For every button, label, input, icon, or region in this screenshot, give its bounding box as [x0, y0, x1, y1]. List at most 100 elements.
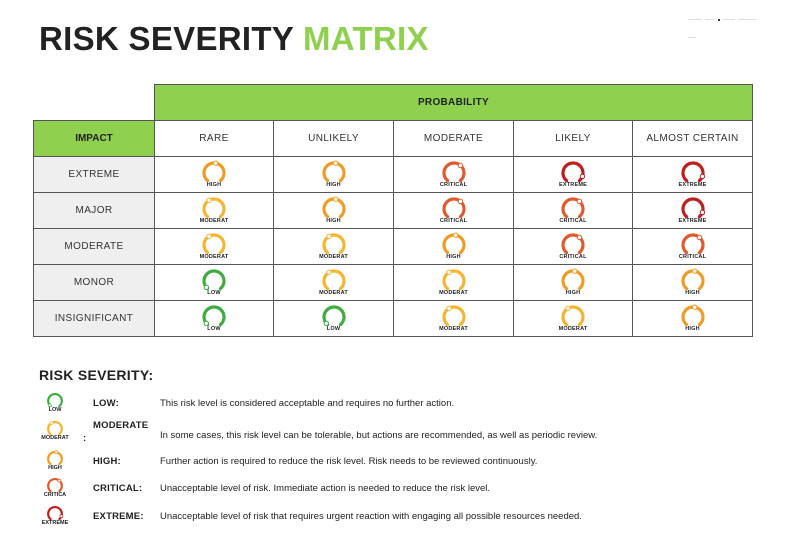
- cell-risk-label: MODERAT: [439, 290, 468, 296]
- column-header-almost-certain: ALMOST CERTAIN: [632, 120, 753, 157]
- title-accent: MATRIX: [303, 20, 429, 57]
- cell-risk-label: MODERAT: [558, 326, 588, 332]
- legend-icon-wrap: EXTREME: [38, 505, 72, 526]
- cell-risk-label: LOW: [207, 326, 221, 332]
- corner-blank: [34, 85, 155, 121]
- legend-level-name: CRITICAL:: [93, 483, 143, 494]
- gauge-critical-icon: [441, 197, 466, 218]
- matrix-cell: LOW: [273, 300, 394, 337]
- risk-matrix-table: PROBABILITY IMPACT RARE UNLIKELY MODERAT…: [33, 84, 753, 337]
- legend-item-moderate: MODERAT MODERATE: In some cases, this risk…: [38, 420, 778, 448]
- legend-level-name: EXTREME:: [93, 511, 144, 522]
- legend-item-low: LOW LOW: This risk level is considered acc…: [38, 392, 778, 420]
- legend-description: This risk level is considered acceptable…: [160, 398, 455, 409]
- impact-header: IMPACT: [33, 120, 155, 157]
- matrix-cell: MODERAT: [393, 264, 514, 301]
- cell-risk-label: MODERAT: [319, 254, 348, 260]
- matrix-cell: CRITICAL: [632, 228, 753, 265]
- cell-risk-label: CRITICAL: [439, 218, 468, 224]
- gauge-high-icon: [680, 268, 705, 290]
- matrix-cell: EXTREME: [513, 156, 633, 193]
- gauge-low-icon: [321, 305, 346, 326]
- matrix-cell: MODERAT: [154, 192, 274, 229]
- cell-risk-label: HIGH: [685, 326, 700, 332]
- page-title: RISK SEVERITY MATRIX: [39, 20, 429, 58]
- column-header-rare: RARE: [154, 120, 274, 157]
- legend-level-name: HIGH:: [93, 456, 121, 467]
- gauge-high-icon: [561, 268, 585, 290]
- legend-description: In some cases, this risk level can be to…: [160, 430, 598, 441]
- cell-risk-label: HIGH: [206, 182, 222, 188]
- cell-risk-label: HIGH: [326, 218, 341, 224]
- gauge-moderate-icon: [321, 269, 346, 290]
- gauge-critical-icon: [680, 233, 705, 254]
- legend-colon: :: [83, 433, 87, 444]
- legend-item-extreme: EXTREME EXTREME: Unacceptable level of ris…: [38, 505, 778, 533]
- probability-header: PROBABILITY: [154, 84, 753, 121]
- legend-icon-label: HIGH: [48, 465, 62, 471]
- legend-icon-wrap: HIGH: [38, 450, 72, 471]
- gauge-high-icon: [47, 450, 63, 465]
- matrix-cell: HIGH: [632, 264, 753, 301]
- gauge-moderate-icon: [202, 233, 226, 254]
- row-header-major: MAJOR: [33, 192, 155, 229]
- legend-icon-label: EXTREME: [41, 520, 69, 526]
- cell-risk-label: HIGH: [326, 182, 341, 188]
- title-main: RISK SEVERITY: [39, 20, 294, 57]
- matrix-cell: MODERAT: [513, 300, 633, 337]
- cell-risk-label: MODERAT: [439, 326, 468, 332]
- matrix-row: EXTREME HIGH HIGH CRITICAL EXTREME EXTREME: [33, 156, 753, 193]
- gauge-extreme-icon: [680, 161, 705, 182]
- matrix-cell: CRITICAL: [513, 192, 633, 229]
- row-header-insignificant: INSIGNIFICANT: [33, 300, 155, 337]
- legend-description: Unacceptable level of risk. Immediate ac…: [160, 483, 491, 494]
- matrix-row: INSIGNIFICANT LOW LOW MODERAT MODERAT HIGH: [33, 300, 753, 337]
- cell-risk-label: CRITICAL: [678, 254, 707, 260]
- gauge-moderate-icon: [47, 420, 63, 435]
- matrix-cell: MODERAT: [273, 228, 394, 265]
- cell-risk-label: EXTREME: [678, 182, 707, 188]
- gauge-critical-icon: [561, 233, 585, 254]
- gauge-extreme-icon: [680, 197, 705, 218]
- legend-icon-wrap: CRITICA: [38, 477, 72, 498]
- cell-risk-label: HIGH: [446, 254, 461, 260]
- matrix-cell: EXTREME: [632, 192, 753, 229]
- gauge-moderate-icon: [321, 233, 346, 254]
- gauge-low-icon: [202, 269, 226, 290]
- matrix-cell: HIGH: [393, 228, 514, 265]
- row-header-moderate: MODERATE: [33, 228, 155, 265]
- severity-title: RISK SEVERITY:: [39, 367, 154, 383]
- gauge-high-icon: [321, 196, 346, 218]
- cell-risk-label: CRITICAL: [559, 254, 587, 260]
- gauge-critical-icon: [561, 197, 585, 218]
- gauge-high-icon: [680, 304, 705, 326]
- gauge-low-icon: [202, 305, 226, 326]
- cell-risk-label: LOW: [326, 326, 341, 332]
- matrix-row: MAJOR MODERAT HIGH CRITICAL CRITICAL EXTREME: [33, 192, 753, 229]
- legend-icon-wrap: LOW: [38, 392, 72, 413]
- gauge-moderate-icon: [202, 197, 226, 218]
- cell-risk-label: HIGH: [565, 290, 581, 296]
- gauge-moderate-icon: [441, 269, 466, 290]
- matrix-cell: LOW: [154, 300, 274, 337]
- legend-item-high: HIGH HIGH: Further action is required to r…: [38, 450, 778, 478]
- legend-description: Further action is required to reduce the…: [160, 456, 538, 467]
- legend-icon-wrap: MODERAT: [38, 420, 72, 441]
- cell-risk-label: HIGH: [685, 290, 700, 296]
- matrix-cell: MODERAT: [393, 300, 514, 337]
- legend-item-critical: CRITICA CRITICAL: Unacceptable level of ri…: [38, 477, 778, 505]
- cell-risk-label: EXTREME: [559, 182, 587, 188]
- gauge-high-icon: [202, 160, 226, 182]
- cell-risk-label: MODERAT: [199, 218, 229, 224]
- legend-level-name: MODERATE: [93, 420, 149, 431]
- cell-risk-label: LOW: [207, 290, 221, 296]
- matrix-row: MONOR LOW MODERAT MODERAT HIGH HIGH: [33, 264, 753, 301]
- cell-risk-label: EXTREME: [678, 218, 707, 224]
- matrix-cell: MODERAT: [273, 264, 394, 301]
- gauge-extreme-icon: [47, 505, 64, 520]
- matrix-cell: CRITICAL: [513, 228, 633, 265]
- row-header-extreme: EXTREME: [33, 156, 155, 193]
- matrix-cell: HIGH: [273, 192, 394, 229]
- matrix-cell: HIGH: [632, 300, 753, 337]
- gauge-high-icon: [441, 232, 466, 254]
